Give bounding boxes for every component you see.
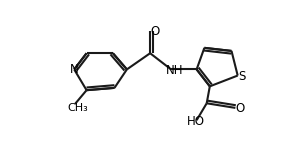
Text: NH: NH (165, 64, 183, 77)
Text: O: O (150, 25, 159, 38)
Text: S: S (239, 70, 246, 83)
Text: O: O (235, 102, 245, 115)
Text: HO: HO (187, 115, 205, 128)
Text: CH₃: CH₃ (68, 103, 88, 113)
Text: N: N (70, 63, 79, 76)
